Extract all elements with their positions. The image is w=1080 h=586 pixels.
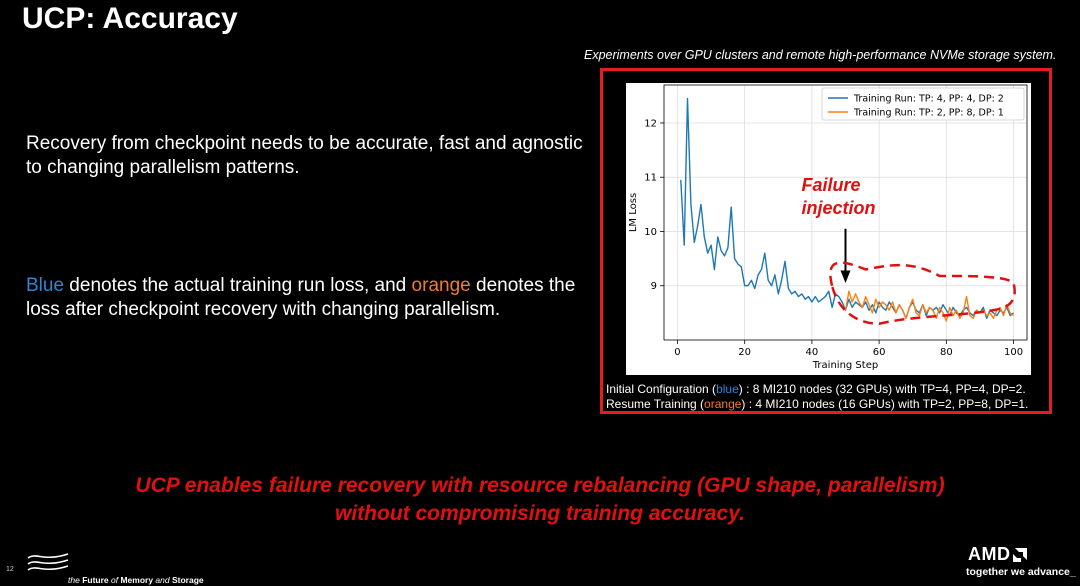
- x-tick-label: 60: [873, 347, 886, 358]
- y-tick-label: 9: [651, 281, 657, 292]
- y-tick-label: 11: [644, 173, 657, 184]
- x-tick-label: 20: [738, 347, 751, 358]
- loss-chart-svg: 0 20 40 60 80 100 9 10 11 12 Training Step LM Loss T…: [628, 84, 1028, 371]
- legend-label-2: Training Run: TP: 2, PP: 8, DP: 1: [853, 108, 1004, 119]
- configuration-notes: Initial Configuration (blue) : 8 MI210 n…: [606, 382, 1028, 412]
- x-axis-label: Training Step: [812, 360, 878, 371]
- explanation-part1: denotes the actual training run loss, an…: [64, 275, 412, 296]
- intro-paragraph: Recovery from checkpoint needs to be acc…: [26, 133, 583, 178]
- x-tick-label: 0: [674, 347, 680, 358]
- conclusion-statement: UCP enables failure recovery with resour…: [0, 472, 1080, 528]
- config-line2-prefix: Resume Training (: [606, 397, 705, 411]
- amd-logo-text: AMD: [968, 544, 1011, 564]
- config-line-initial: Initial Configuration (blue) : 8 MI210 n…: [606, 382, 1028, 397]
- blue-word: Blue: [26, 275, 65, 296]
- chart-highlight-box: [600, 68, 1052, 414]
- config-line1-prefix: Initial Configuration (: [606, 382, 717, 396]
- y-tick-label: 12: [644, 118, 657, 129]
- tag-of: of: [111, 575, 121, 585]
- plot-frame: [663, 84, 1028, 341]
- tag-and: and: [155, 575, 172, 585]
- page-number: 12: [6, 566, 14, 573]
- legend-label-1: Training Run: TP: 4, PP: 4, DP: 2: [853, 94, 1004, 105]
- tag-storage: Storage: [171, 575, 204, 585]
- y-axis-label: LM Loss: [628, 193, 639, 232]
- x-tick-label: 100: [1004, 347, 1023, 358]
- amd-logo: AMD: [968, 544, 1027, 565]
- experiment-caption: Experiments over GPU clusters and remote…: [584, 48, 1057, 62]
- failure-arrow-head: [840, 270, 851, 284]
- config-line2-suffix: ) : 4 MI210 nodes (16 GPUs) with TP=2, P…: [741, 397, 1029, 411]
- config-line-resume: Resume Training (orange) : 4 MI210 nodes…: [606, 397, 1028, 412]
- slide-title: UCP: Accuracy: [22, 2, 238, 35]
- fms-tagline: the Future of Memory and Storage: [68, 575, 204, 585]
- amd-tagline: together we advance_: [966, 566, 1076, 578]
- config-line1-color: blue: [716, 382, 739, 396]
- x-tick-label: 40: [806, 347, 819, 358]
- orange-word: orange: [411, 275, 471, 296]
- x-tick-label: 80: [940, 347, 953, 358]
- tag-future: Future: [82, 575, 111, 585]
- config-line1-suffix: ) : 8 MI210 nodes (32 GPUs) with TP=4, P…: [738, 382, 1026, 396]
- y-tick-label: 10: [644, 227, 657, 238]
- tag-memory: Memory: [120, 575, 156, 585]
- conclusion-line1: UCP enables failure recovery with resour…: [135, 474, 945, 497]
- legend-box: [821, 87, 1025, 121]
- legend-explanation-paragraph: Blue denotes the actual training run los…: [26, 274, 586, 322]
- amd-arrow-icon: [1012, 548, 1027, 563]
- loss-chart: 0 20 40 60 80 100 9 10 11 12 Training Step LM Loss T…: [626, 83, 1031, 375]
- failure-label-line2: injection: [802, 198, 876, 218]
- explanation-part2: denotes the loss after checkpoint recove…: [26, 275, 576, 320]
- failure-label-line1: Failure: [802, 175, 861, 195]
- failure-region-outline: [829, 261, 1016, 325]
- series-line-2: [844, 290, 1015, 322]
- tag-the: the: [68, 575, 83, 585]
- conclusion-line2: without compromising training accuracy.: [335, 502, 745, 525]
- config-line2-color: orange: [704, 397, 742, 411]
- fms-logo-icon: [27, 553, 69, 571]
